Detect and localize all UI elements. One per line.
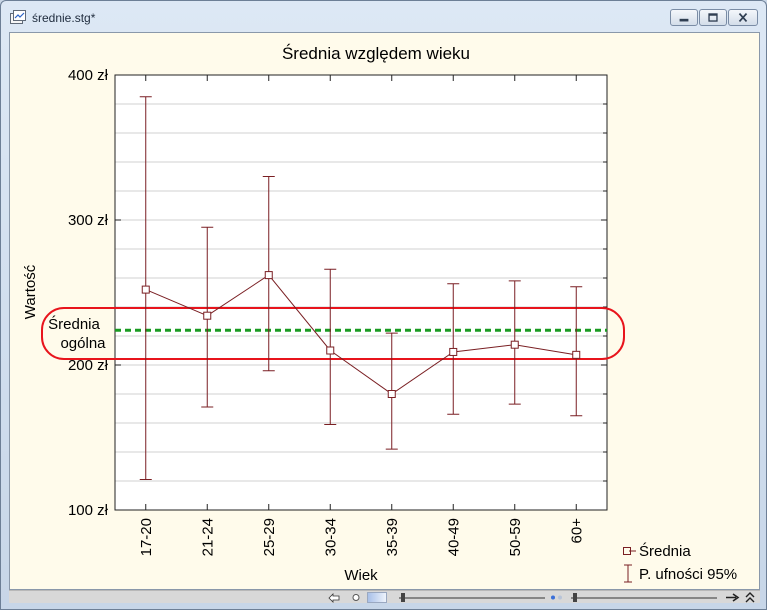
zoom-slider[interactable]: [397, 592, 547, 603]
x-tick-label: 21-24: [199, 518, 216, 556]
x-tick-label: 50-59: [507, 518, 524, 556]
minimize-icon: [679, 18, 689, 22]
x-axis-label: Wiek: [344, 567, 378, 584]
mean-by-age-chart[interactable]: 100 zł 200 zł 300 zł 400 zł 17-20 21-24 25-29…: [10, 33, 761, 591]
y-axis-label: Wartość: [22, 264, 39, 319]
maximize-button[interactable]: [699, 9, 727, 26]
legend: Średnia P. ufności 95%: [623, 542, 737, 583]
x-tick-label: 60+: [568, 518, 585, 544]
x-tick-label: 40-49: [445, 518, 462, 556]
window-title: średnie.stg*: [32, 11, 96, 25]
title-bar[interactable]: średnie.stg*: [1, 1, 766, 31]
highlight-ellipse: [41, 307, 625, 360]
expand-collapse-icon[interactable]: [745, 592, 755, 603]
mean-point: [387, 390, 396, 398]
opacity-slider[interactable]: [569, 592, 719, 603]
y-axis-ticks: 100 zł 200 zł 300 zł 400 zł: [68, 67, 607, 519]
y-tick-label: 400 zł: [68, 67, 109, 84]
legend-mean-label: Średnia: [639, 542, 691, 560]
series-layer: [139, 96, 583, 481]
legend-ci-marker: [624, 564, 632, 583]
overall-mean-label-line2: ogólna: [60, 335, 106, 352]
chart-title: Średnia względem wieku: [282, 44, 470, 63]
overall-mean-layer: [41, 307, 625, 360]
brush-icon[interactable]: [351, 592, 361, 603]
minimize-button[interactable]: [670, 9, 698, 26]
y-tick-label: 200 zł: [68, 357, 109, 374]
legend-mean-marker: [623, 547, 631, 555]
mean-point: [141, 285, 150, 294]
pan-hand-icon[interactable]: [327, 592, 341, 603]
mean-series-line: [145, 274, 577, 395]
graph-area: 100 zł 200 zł 300 zł 400 zł 17-20 21-24 25-29…: [9, 32, 760, 590]
mean-point: [326, 346, 335, 355]
arrow-right-icon[interactable]: [725, 592, 741, 603]
overall-mean-label-line1: Średnia: [48, 315, 100, 333]
color-gradient-icon[interactable]: [367, 592, 387, 603]
y-tick-label: 100 zł: [68, 502, 109, 519]
mean-point: [264, 271, 273, 280]
mean-point: [572, 350, 581, 359]
point-marker-icon[interactable]: [549, 592, 565, 603]
x-tick-label: 25-29: [261, 518, 278, 556]
close-icon: [738, 12, 748, 23]
mean-point: [510, 340, 519, 349]
x-tick-label: 35-39: [384, 518, 401, 556]
x-axis-ticks: 17-20 21-24 25-29 30-34 35-39 40-49 50-59 60+: [138, 75, 585, 556]
grid-lines: [115, 103, 607, 482]
x-tick-label: 30-34: [322, 518, 339, 556]
maximize-icon: [708, 13, 718, 22]
x-tick-label: 17-20: [138, 518, 155, 556]
close-button[interactable]: [728, 9, 758, 26]
graph-document-icon: [10, 10, 26, 24]
plot-background: [115, 75, 607, 510]
mean-point: [203, 311, 212, 320]
legend-ci-label: P. ufności 95%: [639, 566, 737, 583]
plot-frame: [114, 74, 608, 511]
mean-point: [449, 347, 458, 356]
y-tick-label: 300 zł: [68, 212, 109, 229]
status-bar: [9, 590, 760, 603]
